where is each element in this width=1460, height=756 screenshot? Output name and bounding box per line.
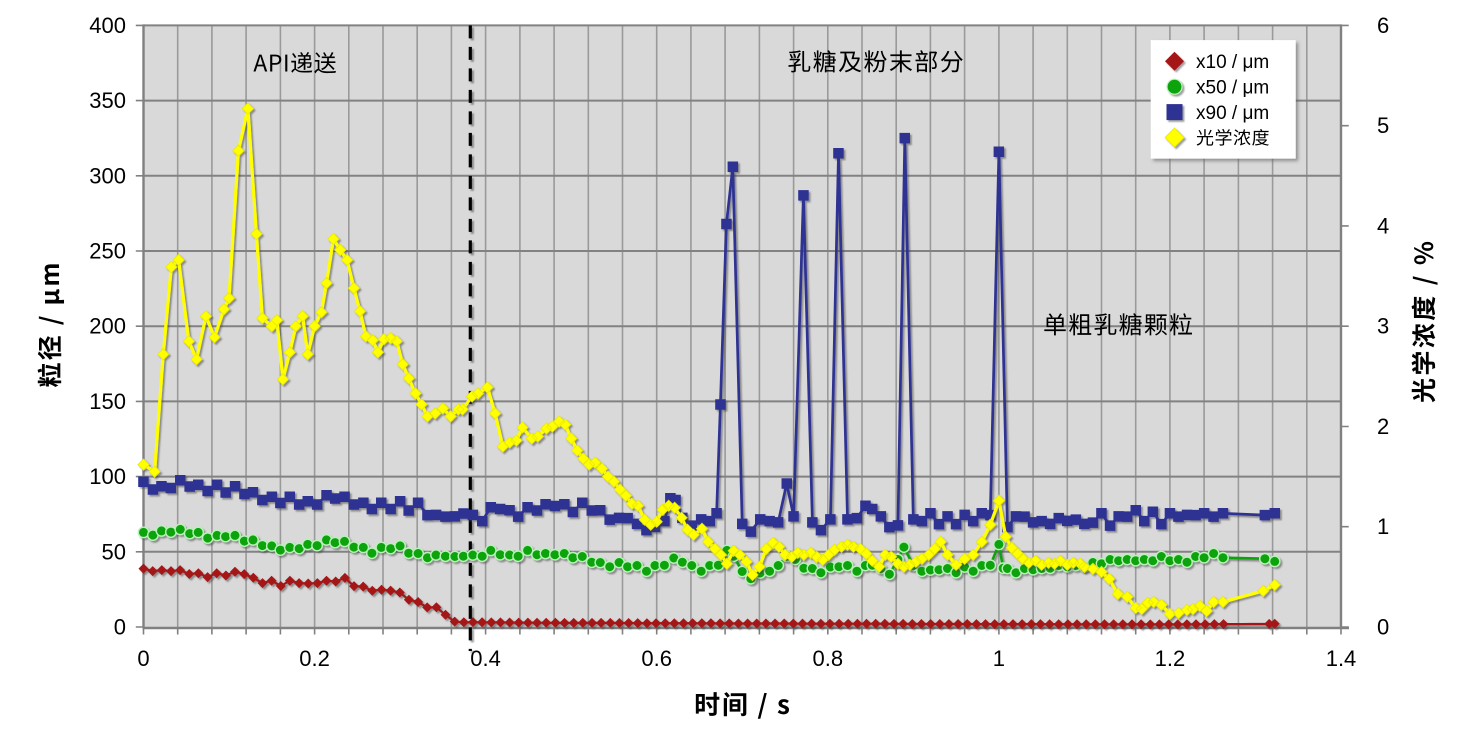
svg-text:x90 / μm: x90 / μm bbox=[1196, 103, 1269, 124]
svg-text:0: 0 bbox=[114, 615, 126, 640]
svg-text:200: 200 bbox=[89, 314, 126, 339]
svg-text:150: 150 bbox=[89, 389, 126, 414]
svg-text:0.4: 0.4 bbox=[470, 646, 501, 671]
svg-text:4: 4 bbox=[1377, 213, 1389, 238]
svg-text:0: 0 bbox=[1377, 615, 1389, 640]
svg-text:x50 / μm: x50 / μm bbox=[1196, 77, 1269, 98]
svg-text:6: 6 bbox=[1377, 13, 1389, 38]
svg-text:0.6: 0.6 bbox=[641, 646, 672, 671]
svg-text:1.4: 1.4 bbox=[1326, 646, 1357, 671]
svg-text:0.2: 0.2 bbox=[299, 646, 330, 671]
svg-text:2: 2 bbox=[1377, 414, 1389, 439]
svg-text:100: 100 bbox=[89, 464, 126, 489]
svg-text:1: 1 bbox=[1377, 514, 1389, 539]
svg-text:1.2: 1.2 bbox=[1155, 646, 1186, 671]
svg-text:1: 1 bbox=[993, 646, 1005, 671]
svg-text:0.8: 0.8 bbox=[813, 646, 844, 671]
svg-text:0: 0 bbox=[137, 646, 149, 671]
svg-text:3: 3 bbox=[1377, 314, 1389, 339]
svg-text:400: 400 bbox=[89, 13, 126, 38]
svg-text:300: 300 bbox=[89, 163, 126, 188]
svg-text:250: 250 bbox=[89, 239, 126, 264]
svg-text:x10 / μm: x10 / μm bbox=[1196, 52, 1269, 73]
svg-text:5: 5 bbox=[1377, 113, 1389, 138]
svg-text:50: 50 bbox=[102, 539, 126, 564]
svg-text:350: 350 bbox=[89, 88, 126, 113]
